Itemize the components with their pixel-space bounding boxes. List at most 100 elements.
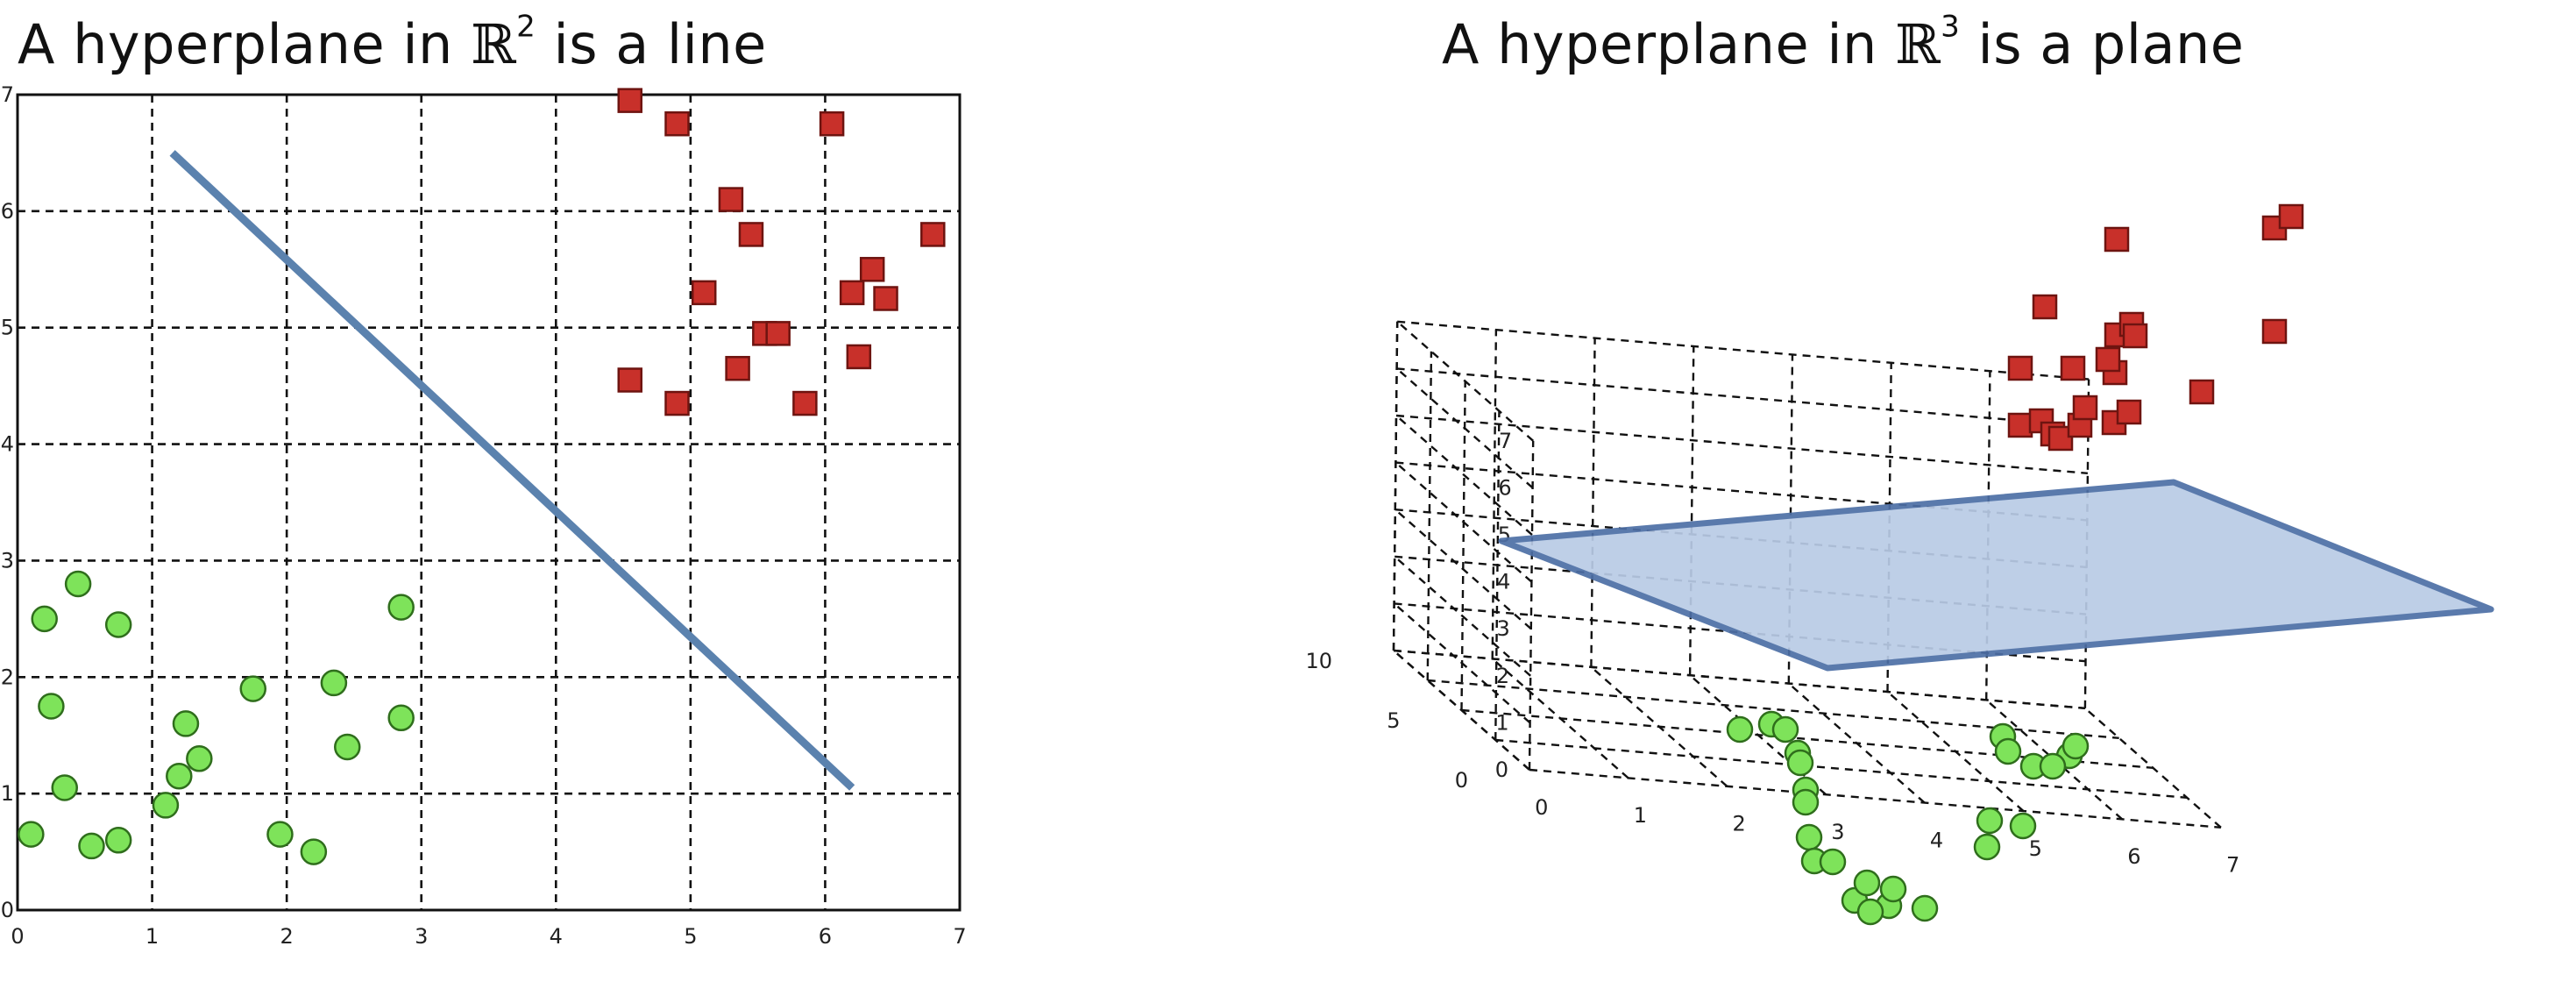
floor-grid-line	[1495, 738, 2188, 799]
x-tick-label: 1	[145, 924, 159, 949]
circle-point	[334, 733, 361, 761]
y-tick-label: 4	[1, 432, 14, 457]
floor-grid-line	[1393, 649, 2085, 709]
z-tick-label: 0	[1495, 758, 1508, 782]
square-point	[664, 110, 690, 137]
hyperplane-line	[169, 150, 855, 791]
circle-point	[18, 821, 45, 848]
x-tick-label: 6	[819, 924, 832, 949]
square-point	[846, 344, 872, 370]
y-tick-label: 1	[1, 781, 14, 806]
circle-point	[31, 605, 58, 633]
circle-point	[239, 675, 266, 702]
circle-point	[2062, 732, 2090, 760]
square-point	[2278, 203, 2304, 230]
y-tick-label: 5	[1, 316, 14, 340]
left-grid-line	[1494, 410, 1501, 741]
circle-point	[1853, 869, 1881, 897]
y-tick-label: 3	[1, 548, 14, 573]
circle-point	[1994, 737, 2022, 765]
square-point	[873, 286, 898, 311]
right-chart-title: A hyperplane in ℝ3 is a plane	[1442, 9, 2245, 76]
circle-point	[78, 832, 105, 860]
left-chart-title: A hyperplane in ℝ2 is a line	[18, 9, 767, 76]
z-tick-label: 6	[1498, 475, 1511, 500]
circle-point	[1973, 833, 2001, 861]
back-grid-line	[1397, 320, 2090, 381]
x-tick-label: 1	[1634, 803, 1647, 828]
circle-point	[1795, 823, 1823, 851]
left-grid-line	[1460, 381, 1466, 711]
circle-point	[320, 669, 348, 697]
circle-point	[172, 710, 200, 737]
circle-point	[2039, 752, 2067, 780]
square-point	[859, 257, 885, 282]
back-grid-line	[1396, 367, 2089, 428]
square-point	[2261, 318, 2288, 345]
circle-point	[387, 704, 415, 732]
square-point	[2032, 294, 2058, 320]
circle-point	[300, 838, 328, 865]
circle-point	[166, 762, 193, 790]
circle-point	[104, 827, 132, 854]
circle-point	[104, 611, 132, 638]
x-tick-label: 3	[415, 924, 428, 949]
square-point	[691, 280, 717, 306]
left-grid-line	[1392, 321, 1399, 651]
square-point	[738, 222, 764, 247]
x-tick-label: 4	[550, 924, 563, 949]
left-grid-line	[1395, 367, 1534, 489]
y-tick-label: 5	[1387, 708, 1400, 733]
left-grid-line	[1393, 602, 1531, 724]
z-tick-label: 4	[1497, 570, 1510, 594]
circle-point	[38, 693, 65, 720]
circle-point	[1856, 898, 1884, 926]
circle-point	[1786, 749, 1814, 777]
square-point	[718, 187, 744, 212]
x-tick-label: 5	[684, 924, 697, 949]
x-tick-label: 3	[1831, 820, 1844, 844]
y-tick-label: 0	[1, 898, 14, 922]
x-tick-label: 7	[953, 924, 966, 949]
x-tick-label: 7	[2226, 853, 2239, 878]
square-point	[2095, 346, 2121, 373]
square-point	[2122, 323, 2148, 349]
back-grid-line	[1886, 362, 1892, 693]
z-tick-label: 2	[1496, 664, 1509, 688]
back-grid-line	[1590, 338, 1596, 667]
hyperplane-plane	[1498, 479, 2494, 672]
circle-point	[2009, 812, 2037, 840]
square-point	[920, 222, 946, 247]
x-tick-label: 4	[1930, 828, 1943, 852]
back-grid-line	[1787, 354, 1794, 684]
x-tick-label: 5	[2029, 836, 2042, 861]
back-grid-line	[1395, 414, 2088, 474]
square-point	[2007, 355, 2033, 381]
left-grid-line	[1396, 320, 1534, 442]
circle-point	[1771, 715, 1799, 743]
x-tick-label: 6	[2127, 844, 2140, 869]
floor-grid-line	[1529, 768, 2221, 829]
circle-point	[1726, 715, 1754, 743]
z-tick-label: 7	[1499, 429, 1512, 453]
y-tick-label: 7	[1, 82, 14, 107]
x-tick-label: 2	[1733, 812, 1746, 836]
circle-point	[1976, 807, 2004, 835]
left-grid-line	[1528, 440, 1535, 771]
z-tick-label: 3	[1497, 616, 1510, 641]
x-tick-label: 0	[1535, 795, 1548, 820]
plot-frame	[16, 93, 962, 912]
y-tick-label: 6	[1, 199, 14, 224]
square-point	[2116, 399, 2142, 425]
square-point	[792, 390, 818, 416]
back-grid-line	[1688, 345, 1695, 676]
y-tick-label: 10	[1305, 649, 1332, 673]
circle-point	[152, 792, 180, 819]
square-point	[765, 321, 791, 346]
left-grid-line	[1394, 461, 1533, 583]
circle-point	[266, 821, 294, 848]
square-point	[2104, 226, 2130, 253]
square-point	[2189, 379, 2215, 405]
